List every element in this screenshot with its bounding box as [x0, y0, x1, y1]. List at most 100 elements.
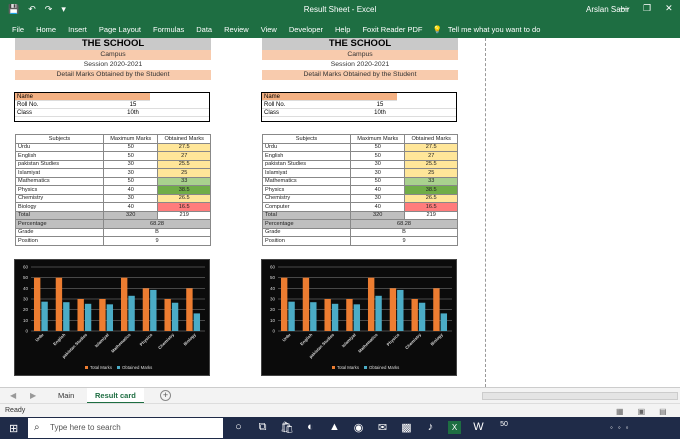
grade-value[interactable]: B — [350, 227, 458, 237]
obtained-marks-bar[interactable] — [331, 303, 339, 331]
class-row[interactable]: Class 10th — [262, 109, 456, 117]
add-sheet-button[interactable]: + — [160, 390, 171, 401]
max-marks-cell[interactable]: 50 — [349, 176, 406, 186]
undo-icon[interactable]: ↶ — [28, 4, 36, 14]
taskbar-search[interactable]: ⌕ Type here to search — [28, 418, 223, 438]
total-marks-bar[interactable] — [433, 288, 440, 331]
total-marks-bar[interactable] — [142, 288, 150, 331]
roll-row[interactable]: Roll No. 15 — [262, 101, 456, 109]
subject-cell[interactable]: Biology — [15, 202, 104, 212]
notification-badge[interactable]: 50 — [500, 421, 508, 428]
total-marks-bar[interactable] — [324, 299, 331, 331]
total-label[interactable]: Total — [15, 210, 104, 220]
tab-file[interactable]: File — [12, 24, 25, 34]
obtained-marks-cell[interactable]: 26.5 — [157, 193, 211, 203]
obtained-marks-bar[interactable] — [171, 302, 179, 331]
obtained-marks-cell[interactable]: 27 — [157, 151, 211, 161]
obtained-marks-bar[interactable] — [440, 313, 448, 331]
obtained-marks-bar[interactable] — [375, 295, 382, 331]
total-marks-bar[interactable] — [389, 288, 397, 331]
obtained-marks-bar[interactable] — [397, 289, 404, 331]
class-row[interactable]: Class 10th — [15, 109, 209, 117]
obtained-marks-bar[interactable] — [288, 301, 295, 331]
percentage-value[interactable]: 68.28 — [103, 219, 211, 229]
music-icon[interactable]: ♪ — [427, 421, 434, 433]
redo-icon[interactable]: ↷ — [44, 4, 53, 14]
sheet-tab-result-card[interactable]: Result card — [87, 388, 144, 404]
position-label[interactable]: Position — [15, 236, 104, 246]
total-label[interactable]: Total — [262, 210, 351, 220]
subject-cell[interactable]: English — [15, 151, 104, 161]
max-marks-cell[interactable]: 30 — [102, 193, 159, 203]
position-label[interactable]: Position — [262, 236, 351, 246]
max-marks-cell[interactable]: 40 — [102, 202, 159, 212]
windows-start-icon[interactable]: ⊞ — [9, 423, 19, 435]
total-marks-bar[interactable] — [367, 277, 375, 331]
subject-cell[interactable]: Urdu — [15, 142, 104, 152]
percentage-value[interactable]: 68.28 — [350, 219, 458, 229]
percentage-label[interactable]: Percentage — [15, 219, 104, 229]
subject-cell[interactable]: Computer — [262, 202, 351, 212]
tab-home[interactable]: Home — [36, 24, 57, 34]
customize-icon[interactable]: ▾ — [61, 4, 66, 14]
subject-cell[interactable]: Chemistry — [15, 193, 104, 203]
task-view-icon[interactable]: ⧉ — [258, 421, 267, 433]
tab-view[interactable]: View — [260, 24, 277, 34]
subject-cell[interactable]: pakistan Studies — [262, 159, 351, 169]
mail-icon[interactable]: ✉ — [377, 422, 388, 434]
max-marks-cell[interactable]: 30 — [102, 159, 159, 169]
page-layout-view-icon[interactable]: ▣ — [637, 407, 646, 416]
name-row[interactable]: Name — [15, 93, 150, 101]
obtained-marks-bar[interactable] — [353, 304, 361, 331]
obtained-marks-bar[interactable] — [106, 304, 114, 331]
position-value[interactable]: 9 — [103, 236, 211, 246]
obtained-marks-cell[interactable]: 27 — [404, 151, 458, 161]
user-name[interactable]: Arslan Sabir — [586, 5, 630, 14]
obtained-marks-cell[interactable]: 25 — [157, 168, 211, 178]
obtained-marks-header[interactable]: Obtained Marks — [404, 134, 458, 144]
total-marks-bar[interactable] — [99, 299, 106, 331]
close-button[interactable]: ✕ — [665, 3, 673, 13]
obtained-marks-cell[interactable]: 25.5 — [404, 159, 458, 169]
tell-me-search[interactable]: Tell me what you want to do — [447, 24, 541, 34]
total-marks-bar[interactable] — [186, 288, 193, 331]
obtained-marks-cell[interactable]: 16.5 — [404, 202, 458, 212]
total-marks-bar[interactable] — [346, 299, 353, 331]
total-marks-bar[interactable] — [77, 299, 84, 331]
subject-cell[interactable]: Urdu — [262, 142, 351, 152]
total-marks-bar[interactable] — [280, 277, 288, 331]
percentage-label[interactable]: Percentage — [262, 219, 351, 229]
tab-insert[interactable]: Insert — [68, 24, 87, 34]
page-break-view-icon[interactable]: ▤ — [659, 407, 667, 416]
name-row[interactable]: Name — [262, 93, 397, 101]
minimize-button[interactable]: — — [620, 3, 629, 13]
position-value[interactable]: 9 — [350, 236, 458, 246]
max-marks-cell[interactable]: 40 — [349, 185, 406, 195]
max-marks-cell[interactable]: 30 — [349, 168, 406, 178]
total-marks-bar[interactable] — [302, 277, 310, 331]
restore-button[interactable]: ❐ — [643, 3, 652, 13]
obtained-marks-bar[interactable] — [193, 313, 201, 331]
subjects-header[interactable]: Subjects — [262, 134, 351, 144]
marks-chart[interactable]: 0 10 20 30 40 50 60 Urdu English pakistan Studies… — [261, 259, 457, 376]
subject-cell[interactable]: Islamiyat — [262, 168, 351, 178]
sheet-tab-main[interactable]: Main — [58, 391, 75, 400]
tab-help[interactable]: Help — [335, 24, 351, 34]
obtained-marks-cell[interactable]: 33 — [157, 176, 211, 186]
obtained-marks-cell[interactable]: 25 — [404, 168, 458, 178]
max-marks-cell[interactable]: 50 — [102, 176, 159, 186]
excel-icon[interactable]: X — [448, 421, 461, 434]
subject-cell[interactable]: pakistan Studies — [15, 159, 104, 169]
system-tray-icon[interactable]: ◦◦◦ — [610, 423, 634, 432]
total-obtained[interactable]: 219 — [157, 210, 211, 220]
grade-label[interactable]: Grade — [262, 227, 351, 237]
cortana-icon[interactable]: ○ — [235, 421, 242, 433]
save-icon[interactable]: 💾 — [8, 4, 20, 14]
chrome-icon[interactable]: ◉ — [353, 422, 364, 434]
word-icon[interactable]: W — [473, 421, 484, 433]
subject-cell[interactable]: Physics — [262, 185, 351, 195]
worksheet[interactable]: THE SCHOOL Campus Session 2020-2021 Detail … — [0, 38, 680, 387]
prev-sheet-icon[interactable]: ◀ — [10, 391, 17, 400]
obtained-marks-bar[interactable] — [41, 301, 48, 331]
tab-developer[interactable]: Developer — [288, 24, 324, 34]
